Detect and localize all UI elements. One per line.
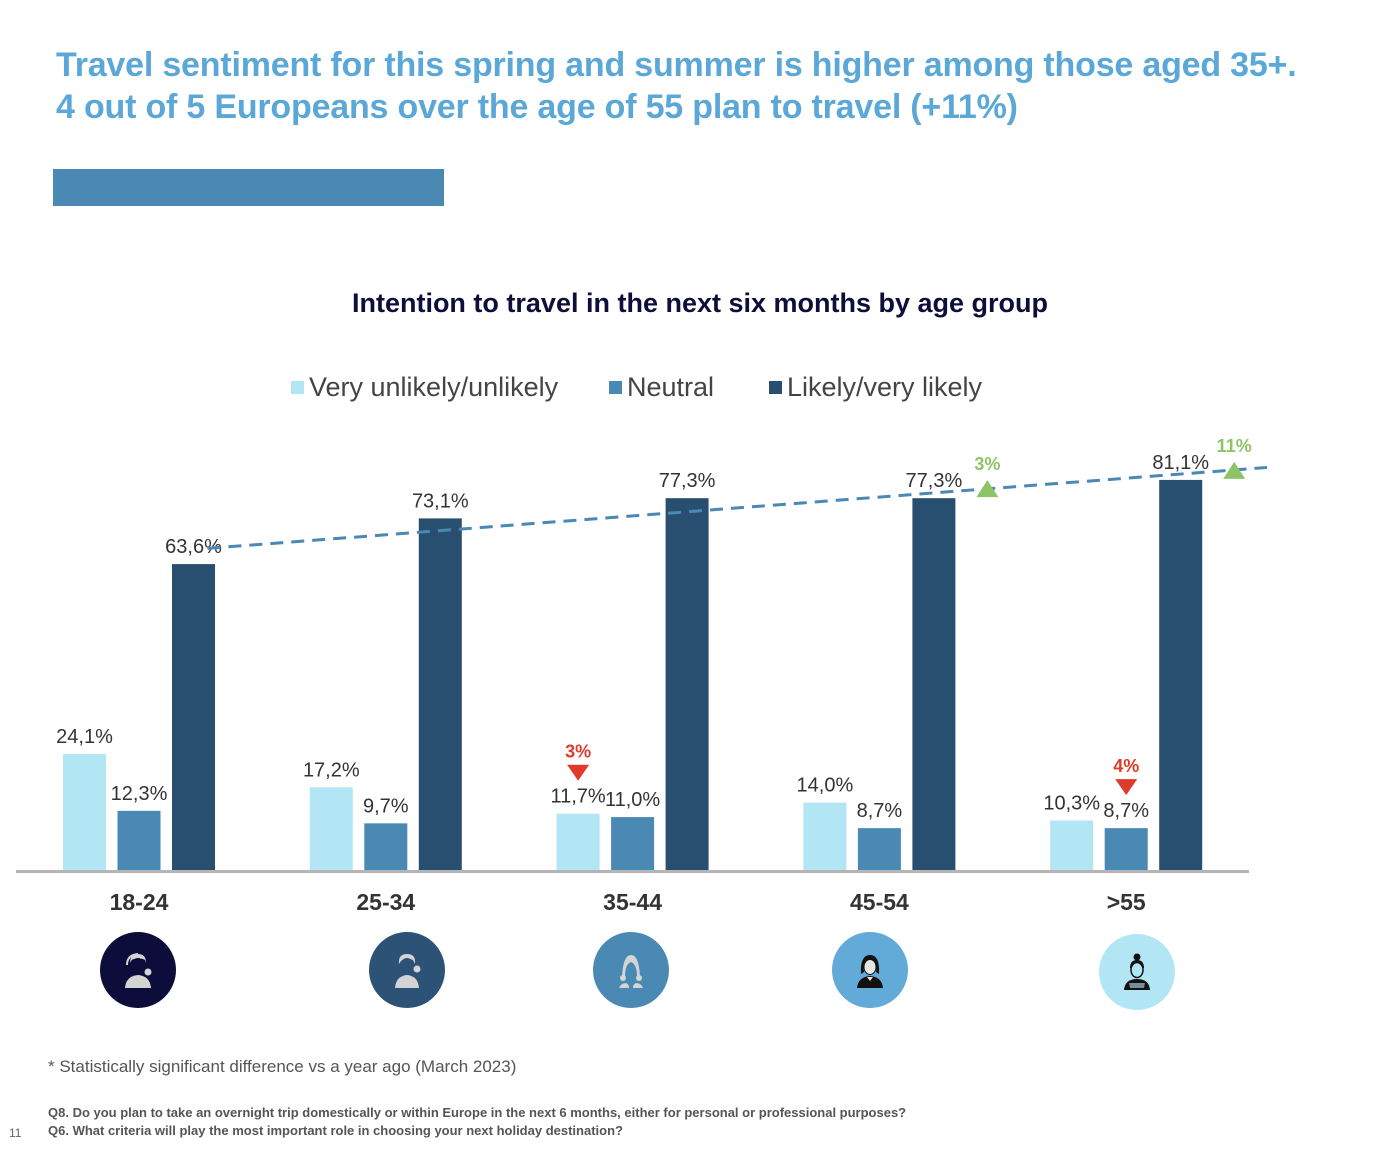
chart-title: Intention to travel in the next six mont… — [351, 288, 1049, 318]
bar-very-unlikely-unlikely-55 — [1050, 820, 1094, 870]
change-label: 3% — [565, 742, 591, 762]
legend-item-very-unlikely: Very unlikely/unlikely — [291, 372, 558, 403]
bar-very-unlikely-unlikely-35-44 — [556, 813, 600, 870]
data-label: 8,7% — [857, 800, 903, 822]
bar-neutral-18-24 — [117, 810, 161, 870]
data-label: 17,2% — [303, 759, 360, 781]
category-label: 25-34 — [356, 889, 415, 915]
question-q8: Q8. Do you plan to take an overnight tri… — [48, 1105, 907, 1120]
bar-neutral-35-44 — [611, 817, 655, 870]
headline-line-1: Travel sentiment for this spring and sum… — [56, 46, 1297, 84]
legend-item-likely: Likely/very likely — [769, 372, 982, 403]
legend-label: Likely/very likely — [787, 372, 983, 402]
bar-likely-very-likely-25-34 — [418, 518, 462, 870]
bar-likely-very-likely-55 — [1159, 479, 1203, 870]
man-headphones-icon — [369, 932, 445, 1008]
businesswoman-icon-glyph — [857, 955, 883, 988]
legend-label: Very unlikely/unlikely — [309, 372, 559, 402]
data-label: 9,7% — [363, 795, 409, 817]
data-label: 12,3% — [111, 783, 168, 805]
data-label: 11,7% — [550, 786, 605, 808]
change-label: 4% — [1113, 756, 1139, 776]
trend-line — [207, 465, 1268, 550]
page-number: 11 — [9, 1126, 22, 1140]
footnote: * Statistically significant difference v… — [48, 1057, 517, 1076]
data-label: 77,3% — [906, 470, 963, 492]
man-headphones-icon-glyph — [395, 954, 421, 988]
decrease-arrow-icon — [1115, 779, 1138, 796]
young-man-headphones-icon-glyph — [125, 953, 152, 988]
young-man-headphones-icon — [100, 932, 176, 1008]
category-label: 35-44 — [603, 889, 662, 915]
bar-very-unlikely-unlikely-18-24 — [63, 754, 106, 870]
data-label: 11,0% — [605, 789, 660, 811]
legend-item-neutral: Neutral — [609, 372, 714, 403]
legend-swatch-very-unlikely — [291, 381, 304, 394]
legend-swatch-likely — [769, 381, 782, 394]
data-label: 77,3% — [659, 470, 716, 492]
headline: Travel sentiment for this spring and sum… — [56, 44, 1297, 128]
data-label: 73,1% — [412, 490, 469, 512]
bar-neutral-25-34 — [364, 823, 408, 870]
category-label: >55 — [1107, 889, 1146, 915]
headline-line-2: 4 out of 5 Europeans over the age of 55 … — [56, 88, 1018, 126]
change-label: 11% — [1217, 436, 1252, 456]
data-label: 8,7% — [1103, 800, 1149, 822]
woman-bun-icon-glyph — [1124, 953, 1150, 990]
bar-likely-very-likely-18-24 — [172, 564, 215, 870]
data-label: 24,1% — [56, 726, 113, 748]
bar-likely-very-likely-35-44 — [665, 498, 709, 870]
woman-icon — [593, 932, 669, 1008]
data-label: 63,6% — [165, 536, 222, 558]
data-label: 10,3% — [1043, 792, 1100, 814]
data-label: 81,1% — [1152, 452, 1209, 474]
increase-arrow-icon — [1223, 461, 1246, 479]
change-label: 3% — [974, 454, 1000, 474]
category-label: 18-24 — [110, 889, 169, 915]
accent-bar — [53, 169, 444, 206]
question-q6: Q6. What criteria will play the most imp… — [48, 1123, 623, 1138]
bar-very-unlikely-unlikely-45-54 — [803, 802, 847, 870]
woman-icon-glyph — [619, 955, 643, 988]
bar-neutral-55 — [1104, 828, 1148, 870]
businesswoman-icon — [832, 932, 908, 1008]
decrease-arrow-icon — [567, 764, 590, 781]
bar-very-unlikely-unlikely-25-34 — [309, 787, 353, 870]
category-label: 45-54 — [850, 889, 909, 915]
survey-questions: Q8. Do you plan to take an overnight tri… — [48, 1104, 906, 1140]
bar-likely-very-likely-45-54 — [912, 498, 956, 870]
increase-arrow-icon — [976, 480, 999, 498]
woman-bun-icon — [1099, 934, 1175, 1010]
legend-label: Neutral — [627, 372, 715, 402]
legend-swatch-neutral — [609, 381, 622, 394]
bar-neutral-45-54 — [857, 828, 901, 870]
data-label: 14,0% — [797, 775, 854, 797]
